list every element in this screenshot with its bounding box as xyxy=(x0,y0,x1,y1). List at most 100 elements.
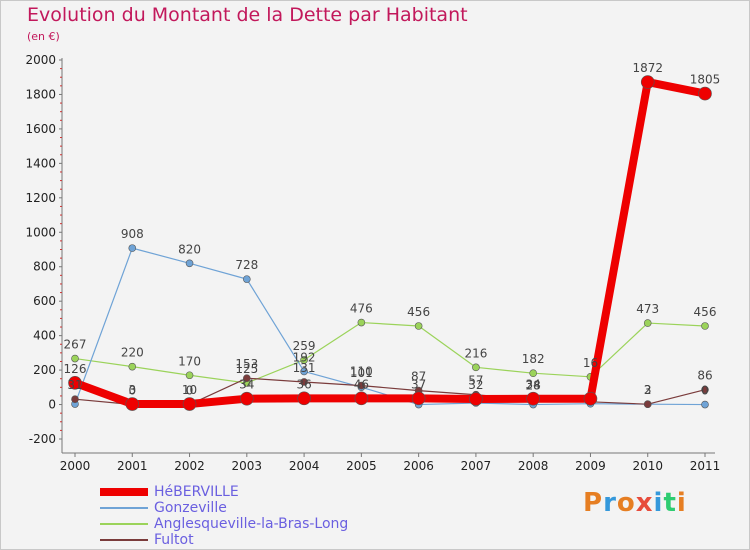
series-point-anglesqueville-la-bras-long xyxy=(71,354,79,363)
series-point-gonzeville xyxy=(701,400,709,409)
data-label-anglesqueville-la-bras-long: 259 xyxy=(293,339,316,353)
y-tick-label: 1400 xyxy=(25,156,56,170)
series-point-anglesqueville-la-bras-long xyxy=(643,319,652,327)
data-label-anglesqueville-la-bras-long: 476 xyxy=(350,302,373,316)
series-point-heberville xyxy=(526,391,540,406)
data-label-anglesqueville-la-bras-long: 456 xyxy=(407,305,430,319)
series-point-heberville xyxy=(698,86,712,101)
legend-swatch-fultot xyxy=(100,539,148,541)
logo-letter: i xyxy=(653,488,664,518)
series-point-anglesqueville-la-bras-long xyxy=(185,371,194,380)
x-tick-label: 2005 xyxy=(346,459,377,473)
data-label-anglesqueville-la-bras-long: 220 xyxy=(121,346,144,360)
data-label-heberville: 34 xyxy=(239,378,254,392)
data-label-heberville: 3 xyxy=(128,383,136,397)
data-label-anglesqueville-la-bras-long: 216 xyxy=(464,346,487,360)
series-point-anglesqueville-la-bras-long xyxy=(357,318,366,327)
logo-letter: x xyxy=(635,488,654,518)
legend-swatch-gonzeville xyxy=(100,507,148,509)
data-label-fultot: 131 xyxy=(293,361,316,375)
data-label-anglesqueville-la-bras-long: 170 xyxy=(178,354,201,368)
data-label-heberville: 126 xyxy=(64,362,87,376)
x-tick-label: 2008 xyxy=(518,459,549,473)
data-label-fultot: 110 xyxy=(350,365,373,379)
legend-item-fultot: Fultot xyxy=(100,532,348,548)
data-label-heberville: 36 xyxy=(296,377,311,391)
logo-letter: P xyxy=(583,488,604,518)
data-label-gonzeville: 101 xyxy=(350,366,373,380)
data-label-heberville: 37 xyxy=(411,377,426,391)
data-label-anglesqueville-la-bras-long: 16 xyxy=(583,356,598,370)
data-label-heberville: 32 xyxy=(468,378,483,392)
y-tick-label: 0 xyxy=(48,398,56,412)
series-point-gonzeville xyxy=(128,244,137,252)
x-tick-label: 2009 xyxy=(575,459,606,473)
data-label-anglesqueville-la-bras-long: 267 xyxy=(64,338,87,352)
x-tick-label: 2003 xyxy=(232,459,263,473)
data-label-heberville: 46 xyxy=(354,377,369,391)
data-label-heberville: 1805 xyxy=(690,73,721,87)
proxiti-logo: Proxiti xyxy=(583,488,687,518)
y-tick-label: 600 xyxy=(33,294,56,308)
data-label-fultot: 28 xyxy=(526,379,541,393)
series-point-fultot xyxy=(300,378,308,386)
series-point-heberville xyxy=(68,376,82,390)
series-point-fultot xyxy=(643,400,652,409)
data-label-gonzeville: 728 xyxy=(235,258,258,272)
legend: HéBERVILLE Gonzeville Anglesqueville-la-… xyxy=(100,484,348,548)
x-tick-label: 2006 xyxy=(403,459,434,473)
series-point-fultot xyxy=(357,381,366,390)
legend-swatch-heberville xyxy=(100,488,148,496)
series-point-gonzeville xyxy=(300,367,308,376)
data-label-anglesqueville-la-bras-long: 182 xyxy=(522,352,545,366)
y-tick-label: 2000 xyxy=(25,53,56,67)
data-label-anglesqueville-la-bras-long: 125 xyxy=(235,362,258,376)
data-label-fultot: 87 xyxy=(411,370,426,384)
series-point-anglesqueville-la-bras-long xyxy=(300,356,308,364)
axes: -200020040060080010001200140016001800200… xyxy=(25,53,720,473)
legend-swatch-anglesqueville xyxy=(100,523,148,525)
legend-label-anglesqueville: Anglesqueville-la-Bras-Long xyxy=(154,516,349,532)
logo-letter: r xyxy=(603,488,617,518)
data-label-fultot: 57 xyxy=(468,374,483,388)
data-label-gonzeville: 908 xyxy=(121,227,144,241)
series-point-heberville xyxy=(182,397,197,411)
data-label-fultot: 86 xyxy=(697,369,712,383)
series-point-heberville xyxy=(297,391,311,406)
data-label-anglesqueville-la-bras-long: 456 xyxy=(694,305,717,319)
data-label-heberville: 10 xyxy=(182,383,197,397)
chart-title: Evolution du Montant de la Dette par Hab… xyxy=(27,4,468,26)
series-point-anglesqueville-la-bras-long xyxy=(701,322,709,330)
legend-label-heberville: HéBERVILLE xyxy=(154,484,239,500)
x-tick-label: 2000 xyxy=(60,459,91,473)
series-point-gonzeville xyxy=(185,259,194,268)
data-label-fultot: 0 xyxy=(128,384,136,398)
data-label-heberville: 1872 xyxy=(632,61,663,75)
series-point-heberville xyxy=(125,397,140,411)
y-tick-label: 1800 xyxy=(25,87,56,101)
x-tick-label: 2004 xyxy=(289,459,320,473)
y-tick-label: 1000 xyxy=(25,225,56,239)
legend-label-gonzeville: Gonzeville xyxy=(154,500,227,516)
legend-item-heberville: HéBERVILLE xyxy=(100,484,348,500)
logo-letter: i xyxy=(676,488,687,518)
legend-label-fultot: Fultot xyxy=(154,532,194,548)
data-label-fultot: 3 xyxy=(644,383,652,397)
series-point-fultot xyxy=(701,385,709,394)
x-tick-label: 2007 xyxy=(461,459,492,473)
legend-item-anglesqueville: Anglesqueville-la-Bras-Long xyxy=(100,516,348,532)
series-point-heberville xyxy=(640,75,655,89)
y-tick-label: 200 xyxy=(33,363,56,377)
y-tick-label: 400 xyxy=(33,329,56,343)
x-tick-label: 2001 xyxy=(117,459,148,473)
data-label-fultot: 31 xyxy=(67,378,82,392)
data-label-gonzeville: 0 xyxy=(701,384,709,398)
data-label-fultot: 0 xyxy=(186,384,194,398)
series-point-gonzeville xyxy=(243,275,251,283)
y-tick-label: 800 xyxy=(33,260,56,274)
x-tick-label: 2011 xyxy=(690,459,721,473)
series-point-heberville xyxy=(411,391,426,406)
logo-letter: t xyxy=(663,488,677,518)
data-label-fultot: 153 xyxy=(235,357,258,371)
